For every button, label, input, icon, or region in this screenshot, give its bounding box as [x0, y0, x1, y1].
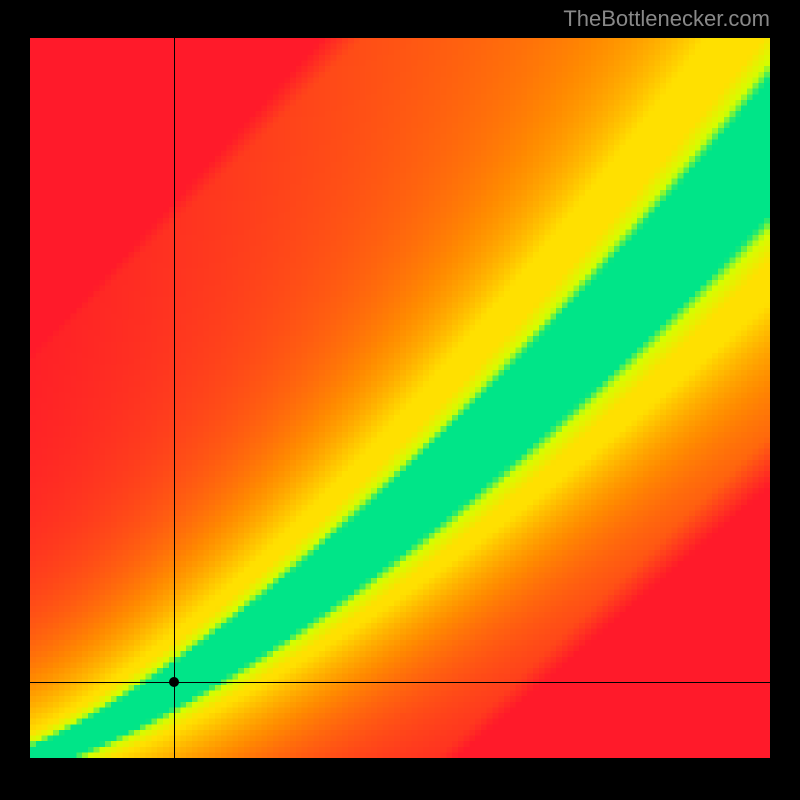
watermark-text: TheBottlenecker.com: [563, 6, 770, 32]
bottleneck-heatmap: [30, 38, 770, 758]
heatmap-canvas: [30, 38, 770, 758]
